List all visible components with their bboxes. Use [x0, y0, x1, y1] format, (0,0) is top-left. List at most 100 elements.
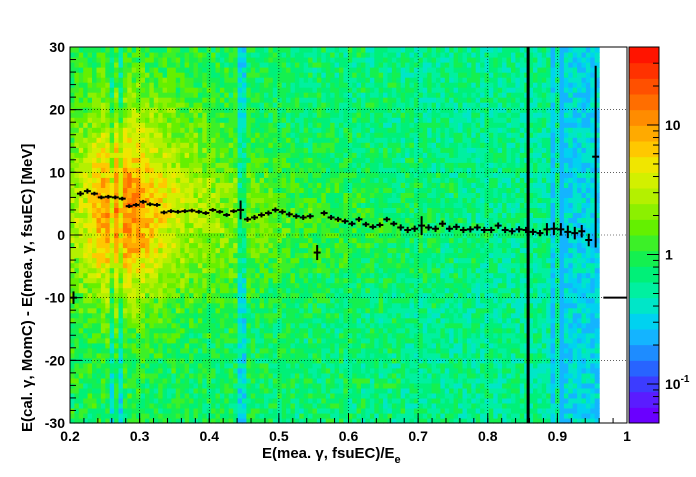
heatmap-cell	[352, 277, 358, 284]
heatmap-cell	[361, 257, 366, 264]
heatmap-cell	[330, 413, 336, 419]
heatmap-cell	[299, 267, 305, 274]
heatmap-cell	[78, 387, 84, 394]
heatmap-cell	[321, 97, 327, 103]
heatmap-cell	[83, 97, 89, 103]
heatmap-cell	[272, 162, 278, 168]
heatmap-cell	[74, 72, 80, 78]
heatmap-cell	[109, 102, 115, 108]
heatmap-cell	[233, 157, 239, 163]
heatmap-cell	[145, 242, 150, 249]
heatmap-cell	[109, 137, 115, 143]
heatmap-cell	[153, 132, 159, 138]
heatmap-cell	[228, 302, 234, 309]
heatmap-cell	[347, 92, 353, 98]
heatmap-cell	[197, 222, 203, 229]
heatmap-cell	[175, 77, 181, 83]
heatmap-cell	[237, 327, 243, 334]
heatmap-cell	[202, 97, 208, 103]
heatmap-cell	[316, 272, 322, 279]
heatmap-cell	[184, 352, 190, 359]
heatmap-cell	[250, 392, 256, 399]
heatmap-cell	[347, 302, 353, 309]
heatmap-cell	[100, 297, 106, 304]
heatmap-cell	[233, 302, 239, 309]
heatmap-cell	[268, 92, 274, 98]
heatmap-cell	[242, 157, 247, 163]
heatmap-cell	[246, 332, 252, 339]
heatmap-cell	[242, 122, 247, 128]
heatmap-cell	[197, 402, 203, 409]
heatmap-cell	[78, 157, 84, 163]
heatmap-cell	[272, 247, 278, 254]
heatmap-cell	[162, 347, 168, 354]
heatmap-cell	[237, 82, 243, 88]
heatmap-cell	[242, 47, 247, 53]
heatmap-cell	[334, 92, 340, 98]
heatmap-cell	[312, 62, 318, 68]
heatmap-cell	[255, 167, 261, 173]
heatmap-cell	[202, 137, 208, 143]
heatmap-cell	[334, 152, 340, 158]
heatmap-cell	[308, 387, 314, 394]
heatmap-cell	[167, 408, 172, 414]
heatmap-cell	[228, 322, 234, 329]
heatmap-cell	[286, 77, 292, 83]
heatmap-cell	[339, 372, 344, 379]
heatmap-cell	[352, 357, 358, 364]
heatmap-cell	[167, 242, 172, 249]
heatmap-cell	[264, 102, 269, 108]
heatmap-cell	[197, 132, 203, 138]
heatmap-cell	[114, 237, 120, 244]
heatmap-cell	[171, 172, 177, 178]
heatmap-cell	[294, 202, 300, 208]
heatmap-cell	[294, 82, 300, 88]
heatmap-cell	[193, 237, 199, 244]
heatmap-cell	[325, 367, 331, 374]
heatmap-cell	[193, 272, 199, 279]
heatmap-cell	[224, 257, 230, 264]
heatmap-cell	[140, 137, 146, 143]
heatmap-cell	[206, 232, 212, 239]
heatmap-cell	[308, 267, 314, 274]
heatmap-cell	[127, 392, 133, 399]
heatmap-cell	[162, 62, 168, 68]
heatmap-cell	[180, 162, 186, 168]
heatmap-cell	[343, 187, 349, 193]
heatmap-cell	[83, 77, 89, 83]
heatmap-cell	[294, 197, 300, 203]
heatmap-cell	[272, 212, 278, 218]
heatmap-cell	[316, 222, 322, 229]
heatmap-cell	[233, 197, 239, 203]
heatmap-cell	[96, 62, 102, 68]
heatmap-cell	[361, 187, 366, 193]
heatmap-cell	[237, 122, 243, 128]
heatmap-cell	[215, 392, 221, 399]
heatmap-cell	[224, 92, 230, 98]
heatmap-cell	[83, 92, 89, 98]
heatmap-cell	[250, 67, 256, 73]
heatmap-cell	[255, 207, 261, 213]
heatmap-cell	[356, 47, 362, 53]
heatmap-cell	[246, 87, 252, 93]
heatmap-cell	[149, 177, 155, 183]
heatmap-cell	[233, 347, 239, 354]
heatmap-cell	[281, 127, 287, 133]
heatmap-cell	[308, 197, 314, 203]
heatmap-cell	[308, 132, 314, 138]
heatmap-cell	[286, 187, 292, 193]
heatmap-cell	[74, 392, 80, 399]
heatmap-cell	[118, 57, 124, 63]
heatmap-cell	[264, 232, 269, 239]
heatmap-cell	[197, 237, 203, 244]
heatmap-cell	[246, 212, 252, 218]
heatmap-cell	[175, 117, 181, 123]
heatmap-cell	[202, 147, 208, 153]
heatmap-cell	[184, 413, 190, 419]
heatmap-cell	[180, 212, 186, 218]
heatmap-cell	[316, 152, 322, 158]
heatmap-cell	[334, 312, 340, 319]
heatmap-cell	[361, 372, 366, 379]
heatmap-cell	[250, 102, 256, 108]
heatmap-cell	[78, 247, 84, 254]
